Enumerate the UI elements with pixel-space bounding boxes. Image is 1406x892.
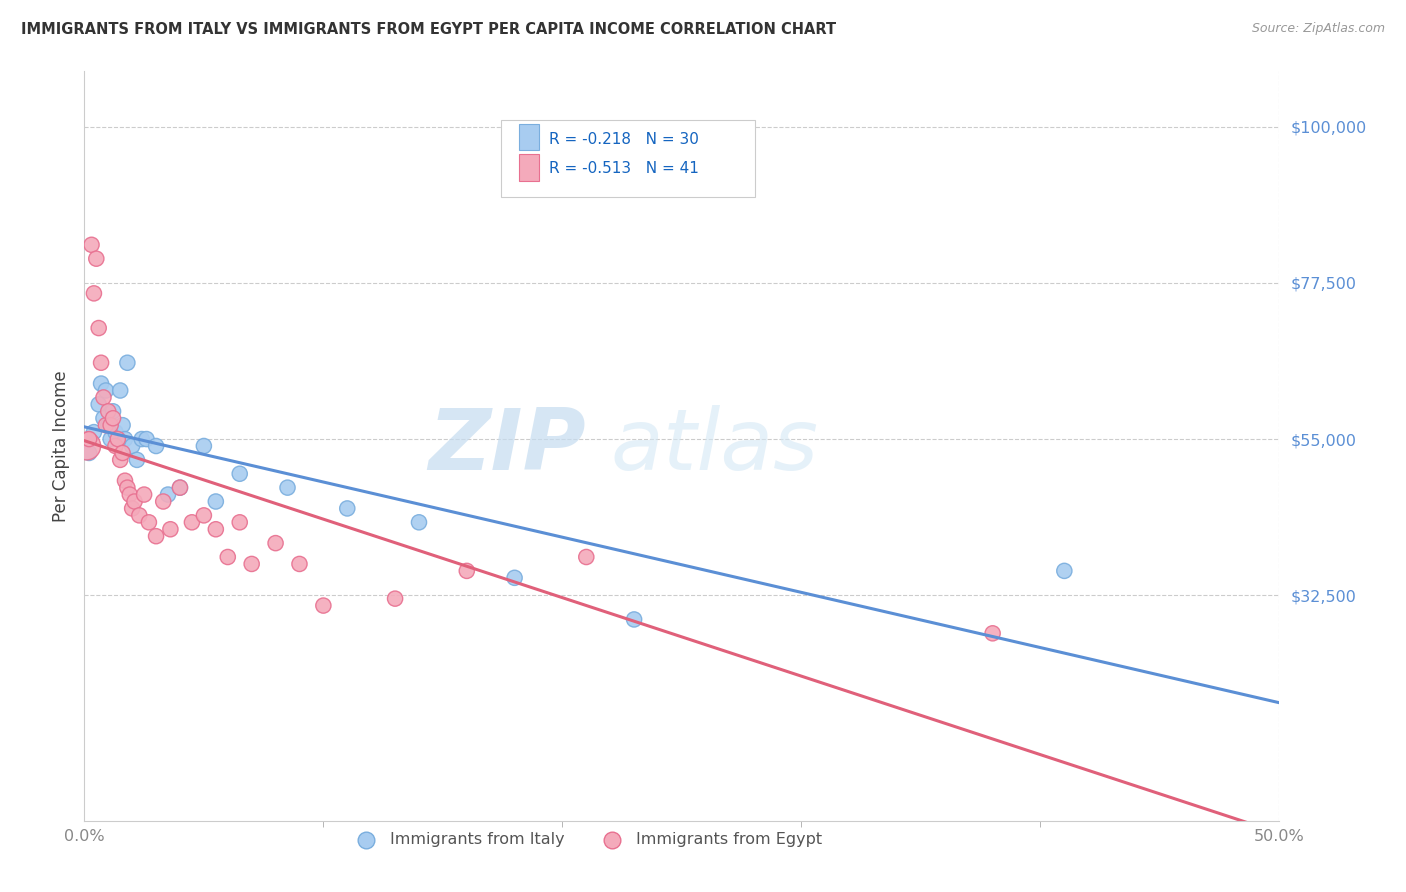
Point <box>159 522 181 536</box>
Point <box>110 453 132 467</box>
Text: R = -0.513   N = 41: R = -0.513 N = 41 <box>550 161 699 177</box>
Point <box>121 501 143 516</box>
Point <box>104 425 127 439</box>
Point <box>124 494 146 508</box>
Point <box>169 481 191 495</box>
Point <box>107 432 129 446</box>
Point <box>132 487 156 501</box>
Point <box>97 404 120 418</box>
Point <box>135 432 157 446</box>
Point <box>1053 564 1076 578</box>
Point <box>456 564 478 578</box>
Point <box>77 432 100 446</box>
Text: Source: ZipAtlas.com: Source: ZipAtlas.com <box>1251 22 1385 36</box>
Y-axis label: Per Capita Income: Per Capita Income <box>52 370 70 522</box>
Point <box>181 516 204 530</box>
Point <box>111 418 134 433</box>
Point <box>94 418 117 433</box>
Point <box>336 501 359 516</box>
Point <box>503 571 526 585</box>
Point <box>205 494 228 508</box>
Point <box>205 522 228 536</box>
Point <box>240 557 263 571</box>
Point <box>981 626 1004 640</box>
Point <box>77 446 100 460</box>
Point <box>86 252 108 266</box>
Point <box>169 481 191 495</box>
Point <box>193 439 215 453</box>
Point <box>157 487 180 501</box>
Point <box>229 467 252 481</box>
Point <box>217 549 239 564</box>
Point <box>117 481 139 495</box>
Point <box>97 418 120 433</box>
Point <box>131 432 153 446</box>
Point <box>138 516 160 530</box>
Point <box>145 529 167 543</box>
Point <box>229 516 252 530</box>
Point <box>114 432 136 446</box>
Point <box>114 474 136 488</box>
Point <box>312 599 335 613</box>
Point <box>83 425 105 439</box>
Point <box>87 321 110 335</box>
Point <box>93 411 115 425</box>
Point <box>193 508 215 523</box>
Point <box>101 404 124 418</box>
Point <box>152 494 174 508</box>
Point <box>264 536 287 550</box>
Text: ZIP: ZIP <box>429 404 586 488</box>
Point <box>83 286 105 301</box>
Point <box>90 356 112 370</box>
Point <box>101 411 124 425</box>
Point <box>408 516 430 530</box>
Point <box>110 384 132 398</box>
Point <box>90 376 112 391</box>
Point <box>121 439 143 453</box>
Point <box>575 549 598 564</box>
Point <box>111 446 134 460</box>
Text: IMMIGRANTS FROM ITALY VS IMMIGRANTS FROM EGYPT PER CAPITA INCOME CORRELATION CHA: IMMIGRANTS FROM ITALY VS IMMIGRANTS FROM… <box>21 22 837 37</box>
Point <box>104 439 127 453</box>
Point <box>100 418 122 433</box>
Point <box>128 508 150 523</box>
Point <box>145 439 167 453</box>
Point <box>100 432 122 446</box>
Point <box>277 481 299 495</box>
Point <box>125 453 148 467</box>
Point <box>118 487 141 501</box>
Point <box>384 591 406 606</box>
Point <box>623 612 645 626</box>
Point <box>93 391 115 405</box>
Point <box>94 384 117 398</box>
Point <box>117 356 139 370</box>
Text: R = -0.218   N = 30: R = -0.218 N = 30 <box>550 132 699 147</box>
Point <box>288 557 311 571</box>
Point <box>87 397 110 411</box>
Text: atlas: atlas <box>610 404 818 488</box>
Point <box>80 237 103 252</box>
Point <box>76 439 98 453</box>
Legend: Immigrants from Italy, Immigrants from Egypt: Immigrants from Italy, Immigrants from E… <box>343 826 830 854</box>
